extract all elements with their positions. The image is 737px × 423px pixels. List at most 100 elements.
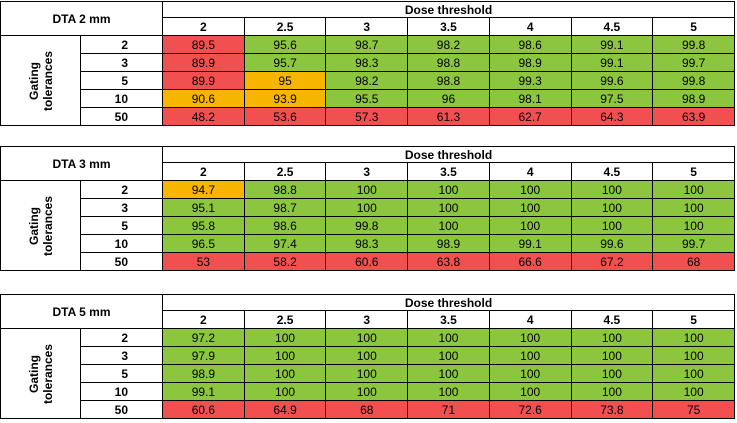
pass-rate-cell: 100 xyxy=(243,346,327,365)
gating-tolerance-value: 10 xyxy=(79,89,164,108)
pass-rate-cell: 98.8 xyxy=(407,71,490,90)
pass-rate-cell: 100 xyxy=(325,198,409,217)
threshold-header: 4 xyxy=(488,310,572,329)
pass-rate-cell: 100 xyxy=(652,216,735,235)
dta-label: DTA 3 mm xyxy=(0,146,164,181)
threshold-header: 3.5 xyxy=(407,310,490,329)
threshold-header: 4.5 xyxy=(570,17,654,36)
pass-rate-cell: 95.8 xyxy=(162,216,245,235)
gating-label-line1: Gating xyxy=(26,206,41,245)
pass-rate-cell: 99.1 xyxy=(570,53,654,72)
pass-rate-cell: 100 xyxy=(652,346,735,365)
pass-rate-cell: 97.2 xyxy=(162,328,245,347)
pass-rate-cell: 100 xyxy=(652,198,735,217)
gating-tolerance-value: 5 xyxy=(79,71,164,90)
gating-tolerance-value: 50 xyxy=(79,107,164,126)
pass-rate-cell: 73.8 xyxy=(570,400,654,419)
threshold-header: 4 xyxy=(488,17,572,36)
pass-rate-cell: 72.6 xyxy=(488,400,572,419)
pass-rate-cell: 63.8 xyxy=(407,252,490,271)
gating-label-line1: Gating xyxy=(26,61,41,100)
pass-rate-cell: 94.7 xyxy=(162,180,245,199)
pass-rate-cell: 100 xyxy=(488,364,572,383)
pass-rate-cell: 98.6 xyxy=(243,216,327,235)
gating-tolerances-label: Gating tolerances xyxy=(0,180,81,271)
pass-rate-cell: 95.5 xyxy=(325,89,409,108)
pass-rate-cell: 53.6 xyxy=(243,107,327,126)
threshold-header: 2.5 xyxy=(243,17,327,36)
pass-rate-cell: 100 xyxy=(488,180,572,199)
pass-rate-cell: 98.3 xyxy=(325,53,409,72)
pass-rate-cell: 100 xyxy=(407,382,490,401)
pass-rate-cell: 100 xyxy=(570,180,654,199)
table-row: Gating tolerances 2 97.2 100 100 100 100 100 100 xyxy=(0,328,735,419)
pass-rate-cell: 53 xyxy=(162,252,245,271)
table-row: 3 89.9 95.7 98.3 98.8 98.9 99.1 99.7 xyxy=(1,53,735,72)
pass-rate-cell: 48.2 xyxy=(162,107,245,126)
pass-rate-cell: 100 xyxy=(325,346,409,365)
pass-rate-cell: 98.1 xyxy=(488,89,572,108)
threshold-header: 3.5 xyxy=(407,17,490,36)
table-row: Gating tolerances 2 94.7 98.8 100 100 100 100 100 xyxy=(0,180,735,271)
pass-rate-cell: 95 xyxy=(243,71,327,90)
gating-label-line1: Gating xyxy=(26,354,41,393)
pass-rate-cell: 68 xyxy=(325,400,409,419)
gating-tolerances-label: Gating tolerances xyxy=(0,35,81,126)
pass-rate-cell: 95.6 xyxy=(243,35,327,54)
pass-rate-cell: 100 xyxy=(243,328,327,347)
table-row: 5 95.8 98.6 99.8 100 100 100 100 xyxy=(1,216,735,235)
pass-rate-cell: 71 xyxy=(407,400,490,419)
pass-rate-cell: 64.3 xyxy=(570,107,654,126)
pass-rate-cell: 100 xyxy=(570,216,654,235)
table-row: 50 53 58.2 60.6 63.8 66.6 67.2 68 xyxy=(1,252,735,271)
pass-rate-cell: 100 xyxy=(652,328,735,347)
gating-tolerance-value: 5 xyxy=(79,364,164,383)
table-row: 3 95.1 98.7 100 100 100 100 100 xyxy=(1,198,735,217)
pass-rate-cell: 98.9 xyxy=(652,89,735,108)
gating-tolerance-value: 2 xyxy=(79,35,164,54)
gating-label-line2: tolerances xyxy=(40,50,55,111)
pass-rate-cell: 68 xyxy=(652,252,735,271)
threshold-header: 2 xyxy=(162,162,245,181)
pass-rate-cell: 100 xyxy=(570,346,654,365)
pass-rate-cell: 99.1 xyxy=(162,382,245,401)
dta-label: DTA 2 mm xyxy=(0,1,164,36)
threshold-header: 3.5 xyxy=(407,162,490,181)
threshold-header: 4 xyxy=(488,162,572,181)
pass-rate-cell: 93.9 xyxy=(243,89,327,108)
pass-rate-cell: 99.7 xyxy=(652,53,735,72)
pass-rate-cell: 57.3 xyxy=(325,107,409,126)
pass-rate-cell: 97.9 xyxy=(162,346,245,365)
pass-rate-cell: 66.6 xyxy=(488,252,572,271)
pass-rate-cell: 99.8 xyxy=(325,216,409,235)
threshold-header: 5 xyxy=(652,310,735,329)
pass-rate-cell: 100 xyxy=(407,216,490,235)
pass-rate-cell: 89.9 xyxy=(162,53,245,72)
pass-rate-cell: 98.7 xyxy=(243,198,327,217)
threshold-header: 2.5 xyxy=(243,310,327,329)
threshold-header: 3 xyxy=(325,162,409,181)
threshold-header: 3 xyxy=(325,310,409,329)
pass-rate-cell: 100 xyxy=(652,382,735,401)
dose-threshold-header: Dose threshold xyxy=(162,1,735,18)
pass-rate-cell: 95.1 xyxy=(162,198,245,217)
pass-rate-cell: 99.1 xyxy=(488,234,572,253)
pass-rate-cell: 100 xyxy=(570,328,654,347)
gating-tolerance-value: 2 xyxy=(79,328,164,347)
pass-rate-cell: 62.7 xyxy=(488,107,572,126)
pass-rate-cell: 96.5 xyxy=(162,234,245,253)
pass-rate-cell: 98.9 xyxy=(162,364,245,383)
pass-rate-cell: 98.3 xyxy=(325,234,409,253)
pass-rate-cell: 100 xyxy=(488,216,572,235)
pass-rate-cell: 97.4 xyxy=(243,234,327,253)
threshold-header: 5 xyxy=(652,162,735,181)
dose-threshold-header: Dose threshold xyxy=(162,294,735,311)
dta-table: DTA 5 mm Dose threshold 2 2.5 3 3.5 4 4.5 5 Gatin… xyxy=(0,294,735,419)
pass-rate-cell: 100 xyxy=(407,364,490,383)
gating-label-line2: tolerances xyxy=(40,343,55,404)
pass-rate-cell: 98.2 xyxy=(407,35,490,54)
table-row: 10 90.6 93.9 95.5 96 98.1 97.5 98.9 xyxy=(1,89,735,108)
pass-rate-cell: 100 xyxy=(652,364,735,383)
pass-rate-cell: 99.3 xyxy=(488,71,572,90)
pass-rate-cell: 99.6 xyxy=(570,234,654,253)
